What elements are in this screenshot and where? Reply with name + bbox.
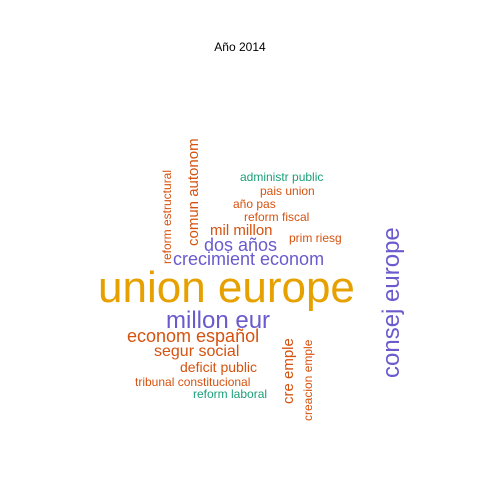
word-dos-anos: dos años bbox=[204, 235, 278, 255]
word-prim-riesg: prim riesg bbox=[289, 231, 342, 245]
word-consej-europe: consej europe bbox=[378, 227, 405, 378]
word-reform-estructural: reform estructural bbox=[160, 169, 174, 264]
word-pais-union: pais union bbox=[260, 184, 315, 198]
word-union-europe: union europe bbox=[98, 263, 355, 312]
word-econom-espanol: econom español bbox=[127, 326, 260, 346]
word-reform-laboral: reform laboral bbox=[193, 387, 268, 401]
word-reform-fiscal: reform fiscal bbox=[244, 210, 310, 224]
chart-title: Año 2014 bbox=[214, 40, 266, 54]
word-deficit-public: deficit public bbox=[180, 359, 258, 375]
word-segur-social: segur social bbox=[154, 343, 240, 360]
word-mil-millon: mil millon bbox=[210, 222, 273, 239]
word-creacion-emple: creacion emple bbox=[301, 339, 315, 421]
word-cre-emple: cre emple bbox=[280, 338, 297, 404]
word-crecimient-econom: crecimient econom bbox=[173, 249, 325, 269]
word-millon-eur: millon eur bbox=[166, 307, 271, 334]
word-administr-public: administr public bbox=[240, 170, 324, 184]
word-comun-autonom: comun autonom bbox=[185, 138, 202, 246]
word-ano-pas: año pas bbox=[233, 197, 276, 211]
word-tribunal-constitucional: tribunal constitucional bbox=[135, 375, 251, 389]
